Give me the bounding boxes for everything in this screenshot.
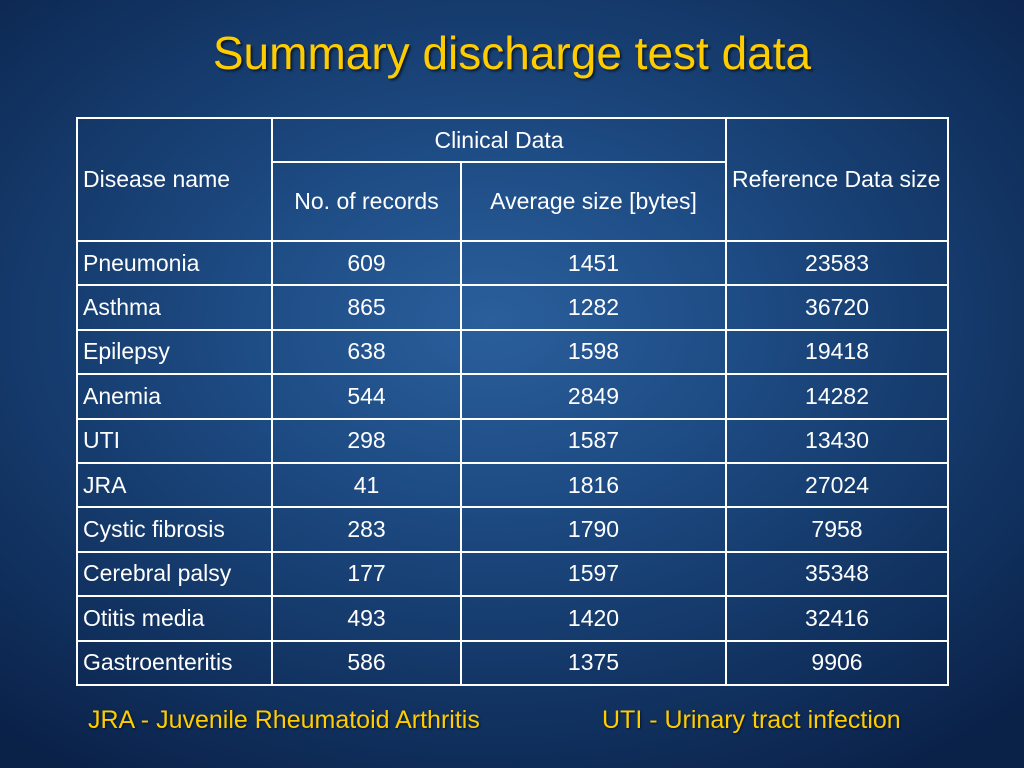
records-cell: 177 [271,550,462,598]
reference-size-cell: 27024 [725,461,950,509]
records-cell: 609 [271,239,462,287]
table-row: Cerebral palsy 177 1597 35348 [76,550,950,598]
table-row: Cystic fibrosis 283 1790 7958 [76,506,950,553]
header-reference-data: Reference Data size [bytes] [725,117,950,242]
footnote-uti: UTI - Urinary tract infection [602,706,901,734]
average-size-cell: 1282 [459,284,728,331]
reference-size-cell: 14282 [725,373,950,420]
average-size-cell: 1597 [459,550,728,598]
table-row: Otitis media 493 1420 32416 [76,595,950,642]
reference-size-cell: 23583 [725,239,950,287]
average-size-cell: 1816 [459,461,728,509]
disease-name-cell: Asthma [76,284,273,331]
disease-name-cell: Pneumonia [76,239,273,287]
header-average-size: Average size [bytes] [459,161,728,242]
records-cell: 586 [271,639,462,686]
table-row: Pneumonia 609 1451 23583 [76,239,950,287]
disease-name-cell: Cerebral palsy [76,550,273,598]
average-size-cell: 1451 [459,239,728,287]
header-records: No. of records [271,161,462,242]
average-size-cell: 1790 [459,506,728,553]
disease-name-cell: Epilepsy [76,328,273,376]
records-cell: 298 [271,417,462,464]
disease-name-cell: Otitis media [76,595,273,642]
average-size-cell: 1587 [459,417,728,464]
records-cell: 283 [271,506,462,553]
table-row: Epilepsy 638 1598 19418 [76,328,950,376]
table-row: Asthma 865 1282 36720 [76,284,950,331]
average-size-cell: 2849 [459,373,728,420]
reference-size-cell: 19418 [725,328,950,376]
records-cell: 638 [271,328,462,376]
records-cell: 865 [271,284,462,331]
table-row: Gastroenteritis 586 1375 9906 [76,639,950,686]
disease-name-cell: Anemia [76,373,273,420]
disease-name-cell: JRA [76,461,273,509]
records-cell: 544 [271,373,462,420]
slide-title: Summary discharge test data [212,27,812,79]
reference-size-cell: 35348 [725,550,950,598]
average-size-cell: 1598 [459,328,728,376]
average-size-cell: 1420 [459,595,728,642]
discharge-data-table: Disease name Clinical Data Reference Dat… [76,117,950,686]
header-row: Disease name Clinical Data Reference Dat… [76,117,950,242]
disease-name-cell: UTI [76,417,273,464]
disease-name-cell: Cystic fibrosis [76,506,273,553]
subheader-row: No. of records Average size [bytes] [77,161,948,242]
records-cell: 493 [271,595,462,642]
reference-size-cell: 13430 [725,417,950,464]
header-disease-name: Disease name [76,117,273,242]
table-row: UTI 298 1587 13430 [76,417,950,464]
records-cell: 41 [271,461,462,509]
header-clinical-data: Clinical Data [270,117,728,163]
reference-size-cell: 36720 [725,284,950,331]
average-size-cell: 1375 [459,639,728,686]
footnote-jra: JRA - Juvenile Rheumatoid Arthritis [88,706,480,734]
reference-size-cell: 32416 [725,595,950,642]
table-row: JRA 41 1816 27024 [76,461,950,509]
table-row: Anemia 544 2849 14282 [76,373,950,420]
disease-name-cell: Gastroenteritis [76,639,273,686]
reference-size-cell: 9906 [725,639,950,686]
reference-size-cell: 7958 [725,506,950,553]
